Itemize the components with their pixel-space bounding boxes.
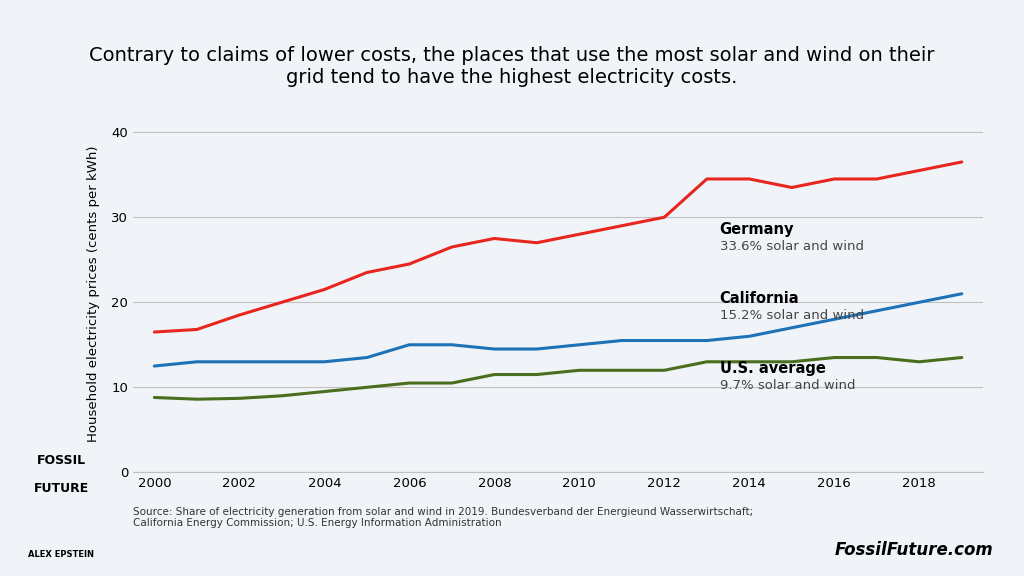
Text: 15.2% solar and wind: 15.2% solar and wind: [720, 309, 863, 321]
Text: Germany: Germany: [720, 222, 794, 237]
Text: Source: Share of electricity generation from solar and wind in 2019. Bundesverba: Source: Share of electricity generation …: [133, 507, 754, 529]
Text: Contrary to claims of lower costs, the places that use the most solar and wind o: Contrary to claims of lower costs, the p…: [89, 46, 935, 87]
Text: ALEX EPSTEIN: ALEX EPSTEIN: [29, 550, 94, 559]
Y-axis label: Household electricity prices (cents per kWh): Household electricity prices (cents per …: [87, 146, 100, 442]
Text: FOSSIL: FOSSIL: [37, 454, 86, 467]
Text: U.S. average: U.S. average: [720, 361, 825, 376]
Text: California: California: [720, 290, 799, 305]
Text: 33.6% solar and wind: 33.6% solar and wind: [720, 241, 863, 253]
Text: 9.7% solar and wind: 9.7% solar and wind: [720, 379, 855, 392]
Text: FUTURE: FUTURE: [34, 483, 89, 495]
Text: FossilFuture.com: FossilFuture.com: [835, 541, 993, 559]
